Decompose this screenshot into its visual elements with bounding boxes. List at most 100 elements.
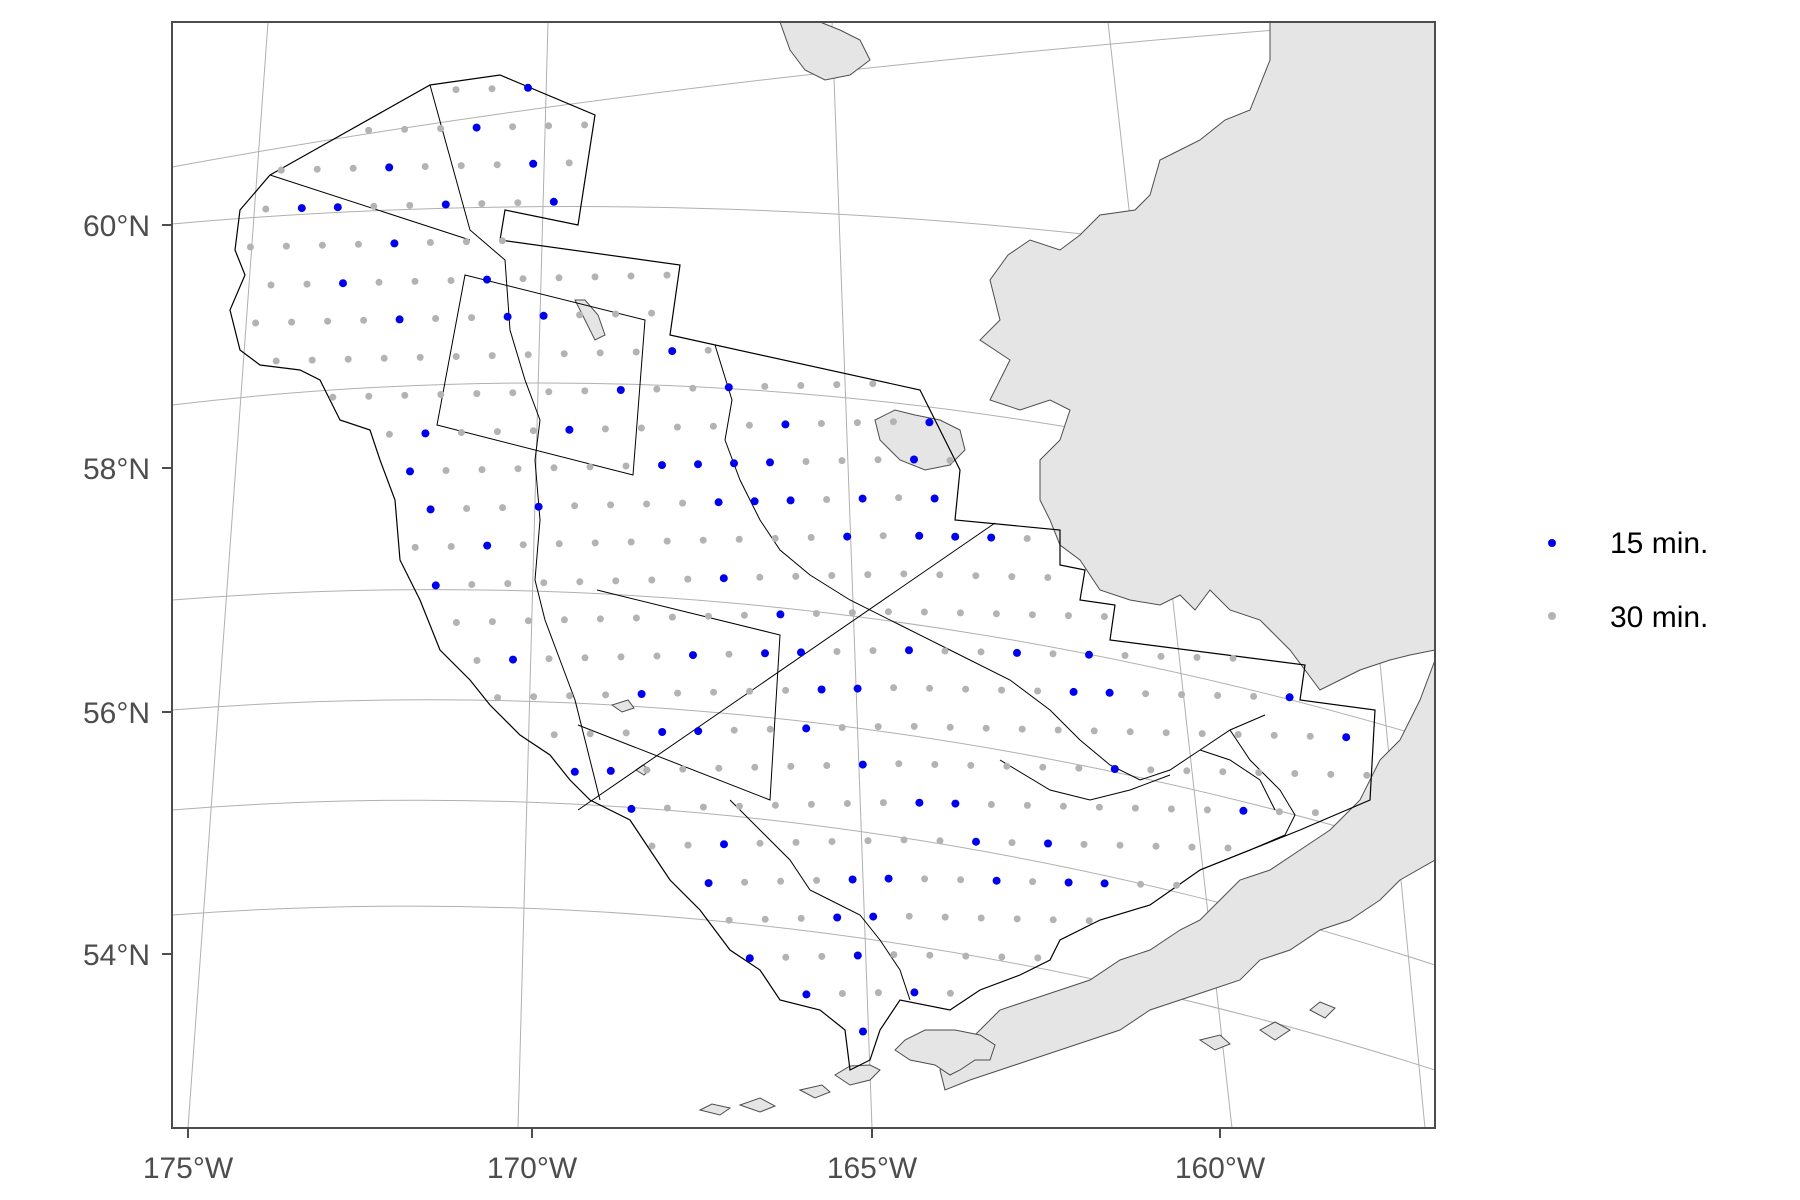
station-30-min [756,573,764,581]
station-30-min [498,237,506,245]
station-30-min [889,418,897,426]
station-30-min [735,535,743,543]
station-30-min [493,161,501,169]
station-30-min [905,912,913,920]
station-15-min [668,347,677,356]
station-30-min [473,390,481,398]
station-15-min [858,494,867,503]
station-30-min [468,581,476,588]
station-30-min [884,608,892,616]
station-30-min [329,393,337,401]
station-30-min [478,200,486,208]
station-30-min [1311,809,1319,817]
station-30-min [602,691,610,699]
stratum-boundaries [269,84,1296,1001]
station-30-min [725,916,733,924]
station-30-min [761,382,769,390]
station-30-min [303,280,311,288]
station-30-min [344,355,352,363]
station-30-min [926,684,934,692]
meridian-165W [831,22,873,1128]
station-30-min [627,272,635,280]
station-30-min [411,277,419,285]
station-30-min [581,387,589,395]
meridian-170W [517,22,549,1128]
station-30-min [648,309,656,317]
station-30-min [1116,841,1124,849]
stratum-line-east-shelf [1199,749,1276,811]
station-30-min [879,799,887,807]
station-30-min [262,205,270,213]
station-30-min [457,162,465,170]
station-30-min [375,278,383,286]
station-15-min [431,581,440,590]
station-30-min [756,839,764,847]
station-30-min [457,429,465,436]
station-30-min [555,540,563,548]
station-30-min [679,499,687,507]
station-15-min [905,646,913,655]
station-30-min [550,731,558,739]
station-15-min [869,912,878,921]
station-15-min [766,458,774,467]
station-30-min [308,356,316,364]
station-30-min [1147,766,1155,774]
land [574,22,1435,1116]
station-30-min [864,571,872,579]
station-15-min [1100,879,1109,888]
map-panel [172,22,1435,1128]
station-30-min [782,686,790,694]
station-30-min [1044,574,1052,581]
station-15-min [390,239,399,248]
station-30-min [565,159,573,167]
station-30-min [998,686,1006,694]
station-30-min [941,647,949,655]
legend: 15 min. 30 min. [1548,527,1708,634]
station-30-min [1142,690,1150,698]
station-30-min [272,357,280,365]
station-30-min [1188,843,1196,851]
station-30-min [874,456,882,464]
station-30-min [936,571,944,579]
station-15-min [616,386,625,394]
station-15-min [853,951,862,960]
station-30-min [699,803,707,811]
station-15-min [483,275,491,284]
station-15-min [1044,839,1052,848]
station-30-min [622,462,630,470]
station-30-min [452,353,460,360]
station-30-min [957,876,965,884]
parallel-53N [172,905,1435,1071]
land-nunivak-island [874,409,966,471]
x-tick-label: 165°W [827,1152,918,1185]
station-30-min [890,951,898,959]
station-15-min [833,913,842,922]
station-30-min [566,692,574,700]
station-30-min [617,653,625,661]
station-30-min [946,723,954,731]
station-15-min [333,203,342,212]
station-15-min [339,279,347,288]
station-15-min [509,655,517,664]
station-30-min [977,914,985,922]
station-30-min [1003,762,1011,770]
station-30-min [246,243,254,251]
station-30-min [704,612,712,620]
station-30-min [853,419,861,427]
station-30-min [1157,652,1165,660]
station-15-min [719,574,728,583]
station-30-min [1214,692,1222,699]
station-15-min [745,954,754,963]
station-30-min [1080,840,1088,848]
station-30-min [1167,805,1175,813]
x-axis: 175°W 170°W 165°W 160°W [143,1128,1266,1185]
station-30-min [1054,726,1062,734]
station-15-min [781,420,790,429]
station-30-min [982,724,990,732]
station-30-min [1059,802,1067,810]
station-30-min [545,388,553,396]
station-30-min [401,125,409,133]
station-30-min [1034,687,1042,695]
station-15-min [529,159,538,168]
station-15-min [951,532,960,541]
